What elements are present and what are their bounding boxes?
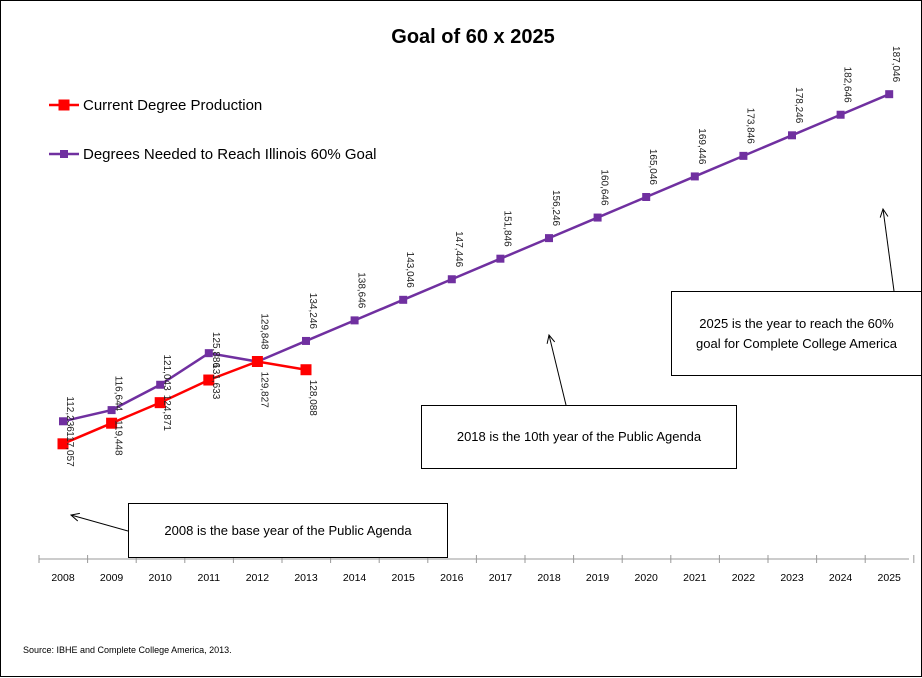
legend-swatch-marker [60,150,68,158]
data-label: 178,246 [793,87,804,124]
chart-title: Goal of 60 x 2025 [391,26,554,48]
x-tick-label: 2020 [635,572,659,584]
x-tick-label: 2025 [878,572,902,584]
callout-tenth-year: 2018 is the 10th year of the Public Agen… [421,405,737,469]
data-label: 151,846 [501,211,512,248]
data-label: 116,644 [113,376,124,412]
callout-base-year: 2008 is the base year of the Public Agen… [128,503,448,558]
callout-arrows [69,207,895,532]
arrow-tenth-year-head [546,333,556,344]
data-label: 119,448 [113,420,124,456]
series-point-1 [350,316,359,325]
data-label: 165,046 [647,149,658,186]
series-point-0 [57,438,69,450]
data-label: 128,088 [307,380,318,417]
data-label: 156,246 [550,190,561,227]
x-tick-label: 2009 [100,572,124,584]
x-tick-label: 2016 [440,572,464,584]
series-line-0 [62,360,307,445]
x-tick-label: 2014 [343,572,367,584]
series-point-1 [739,151,748,160]
x-tick-label: 2021 [683,572,707,584]
series-point-1 [59,417,67,426]
x-tick-label: 2017 [489,572,513,584]
data-label: 160,646 [599,169,610,206]
arrow-base-year [70,514,129,532]
data-label: 117,057 [64,431,75,467]
arrow-goal-year [882,208,895,292]
series-point-1 [447,275,456,284]
callout-tenth-year-text: 2018 is the 10th year of the Public Agen… [456,429,702,445]
series-line-1 [62,93,890,423]
series-point-1 [107,406,116,415]
legend-label: Current Degree Production [83,97,262,114]
legend-swatch-marker [58,99,70,111]
arrow-base-year-head [69,512,80,522]
series-point-1 [690,172,699,181]
x-tick-label: 2012 [246,572,270,584]
series-point-0 [106,417,118,429]
data-label: 124,871 [161,395,172,432]
series-point-1 [302,336,310,345]
series-point-1 [885,90,894,99]
x-tick-label: 2011 [198,572,221,584]
series-point-0 [251,355,263,367]
data-label: 129,827 [258,372,269,409]
series-point-1 [204,349,213,358]
data-label: 131,633 [210,363,221,400]
source-note: Source: IBHE and Complete College Americ… [23,645,232,655]
x-tick-label: 2018 [537,572,561,584]
data-label: 125,886 [210,332,221,369]
legend: Current Degree Production Degrees Needed … [49,97,377,163]
x-tick-label: 2010 [149,572,173,584]
x-tick-label: 2022 [732,572,756,584]
x-tick-label: 2024 [829,572,853,584]
data-label: 112,236 [64,396,75,432]
arrow-tenth-year [548,334,567,406]
series-point-0 [300,364,312,376]
x-tick-label: 2008 [51,572,75,584]
series-point-1 [593,213,602,222]
plot-area: 112,236 116,644 121,043 125,886 129,848 128,0… [57,46,901,467]
series-point-1 [642,192,651,201]
callout-base-year-text: 2008 is the base year of the Public Agen… [164,522,412,538]
data-label: 134,246 [307,293,318,330]
data-label: 147,446 [453,231,464,268]
callout-goal-year-text: 2025 is the year to reach the 60% goal f… [696,316,897,351]
series-point-0 [203,374,215,386]
series-point-1 [788,131,796,140]
callout-goal-year: 2025 is the year to reach the 60% goal f… [671,291,922,376]
data-label: 187,046 [890,46,901,83]
series-point-1 [399,295,408,304]
legend-label: Degrees Needed to Reach Illinois 60% Goa… [83,146,377,163]
series-point-1 [496,254,505,263]
data-label: 143,046 [404,252,415,289]
data-label: 129,848 [258,313,269,350]
x-tick-label: 2019 [586,572,610,584]
series-point-1 [545,234,553,243]
x-tick-label: 2015 [392,572,416,584]
data-label: 138,646 [356,272,367,309]
series-point-1 [156,380,165,389]
series-point-0 [154,397,166,409]
x-tick-label: 2023 [780,572,804,584]
data-label: 169,446 [696,128,707,165]
x-axis: 2008 2009 2010 2011 2012 2013 2014 2015 2016 2017… [38,555,915,584]
arrow-goal-year-head [879,207,889,218]
data-label: 182,646 [842,67,853,104]
x-tick-label: 2013 [294,572,318,584]
data-label: 121,043 [161,354,172,391]
series-point-1 [836,110,845,119]
data-label: 173,846 [744,108,755,145]
